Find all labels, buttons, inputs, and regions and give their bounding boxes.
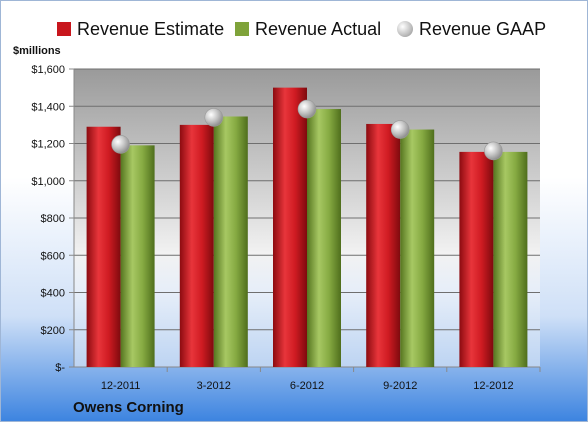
x-tick-label: 9-2012 <box>383 380 417 392</box>
x-tick-label: 3-2012 <box>197 380 231 392</box>
bar-revenue-actual <box>120 145 155 367</box>
x-tick-label: 6-2012 <box>290 380 324 392</box>
bar-revenue-actual <box>213 116 248 368</box>
chart-legend: Revenue Estimate Revenue Actual Revenue … <box>1 17 587 41</box>
bar-revenue-actual <box>307 109 341 367</box>
marker-revenue-gaap <box>111 135 130 154</box>
legend-swatch-actual <box>235 22 249 36</box>
bar-revenue-estimate <box>366 123 401 367</box>
legend-item-actual: Revenue Actual <box>235 17 381 41</box>
company-name: Owens Corning <box>73 399 184 416</box>
bar-revenue-estimate <box>86 126 121 367</box>
marker-revenue-gaap <box>204 108 224 127</box>
bar-revenue-estimate <box>273 87 307 367</box>
y-tick-label: $1,000 <box>31 176 65 188</box>
y-tick-label: $1,400 <box>31 101 65 113</box>
bar-revenue-actual <box>493 151 528 367</box>
y-axis-unit-label: $millions <box>13 45 61 57</box>
y-tick-label: $1,200 <box>31 139 65 151</box>
legend-label-gaap: Revenue GAAP <box>419 18 547 39</box>
legend-item-gaap: Revenue GAAP <box>397 17 546 41</box>
legend-label-estimate: Revenue Estimate <box>77 18 225 39</box>
x-tick-label: 12-2012 <box>473 380 513 392</box>
marker-revenue-gaap <box>484 141 503 161</box>
x-tick-label: 12-2011 <box>101 380 141 392</box>
bar-revenue-estimate <box>459 151 494 367</box>
legend-item-estimate: Revenue Estimate <box>57 17 224 41</box>
legend-swatch-estimate <box>57 22 71 36</box>
y-tick-label: $400 <box>41 288 65 300</box>
marker-revenue-gaap <box>297 99 317 119</box>
y-tick-label: $200 <box>41 325 65 337</box>
y-tick-label: $- <box>55 362 65 374</box>
y-tick-label: $800 <box>41 213 65 225</box>
marker-revenue-gaap <box>390 120 410 139</box>
y-tick-label: $1,600 <box>31 64 65 76</box>
bar-revenue-actual <box>400 129 435 367</box>
y-tick-label: $600 <box>41 250 65 262</box>
bar-revenue-estimate <box>179 124 214 367</box>
legend-swatch-gaap <box>397 21 413 37</box>
legend-label-actual: Revenue Actual <box>255 18 382 39</box>
